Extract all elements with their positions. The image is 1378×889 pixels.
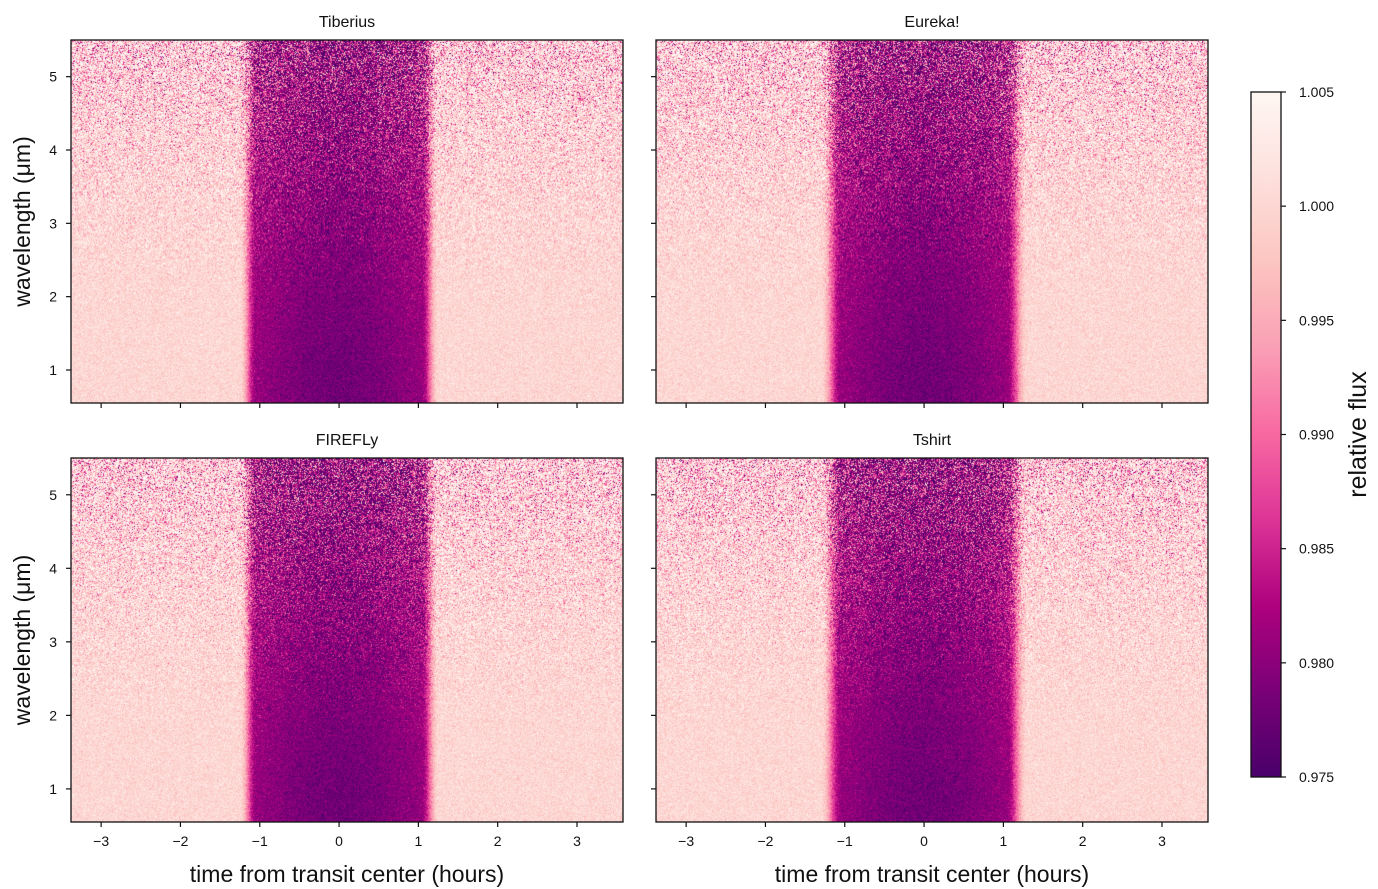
x-tick-label: 3: [1158, 833, 1166, 849]
panel-3: −3 −2 −1 0 1 2 3 Tshirt time from transit center…: [651, 432, 1209, 887]
x-tick-label: −1: [837, 833, 853, 849]
panel-1: Eureka!: [651, 14, 1209, 408]
colorbar-gradient: [1251, 92, 1281, 777]
colorbar-tick-label: 0.985: [1299, 541, 1334, 557]
panel-0: 1 2 3 4 5 Tiberius wavelength (μm): [9, 14, 624, 408]
x-tick-label: −1: [252, 833, 268, 849]
y-tick-label: 2: [49, 707, 57, 723]
colorbar-label: relative flux: [1344, 371, 1372, 498]
panel-2: −3 −2 −1 0 1 2 3 1 2 3 4 5 FIREFLy wavelength (μm) tim…: [9, 432, 624, 887]
colorbar-tick-label: 0.995: [1299, 312, 1334, 328]
y-axis-label: wavelength (μm): [9, 555, 35, 726]
colorbar-tick-label: 0.980: [1299, 655, 1334, 671]
colorbar-tick-label: 1.000: [1299, 198, 1334, 214]
x-tick-label: 2: [1079, 833, 1087, 849]
x-tick-label: −3: [93, 833, 109, 849]
colorbar-tick-label: 1.005: [1299, 84, 1334, 100]
colorbar-tick-label: 0.990: [1299, 427, 1334, 443]
y-tick-label: 3: [49, 215, 57, 231]
y-axis-label: wavelength (μm): [9, 136, 35, 307]
panel-title: Tiberius: [319, 14, 375, 31]
axes-frame: [655, 39, 1209, 404]
x-tick-label: 2: [494, 833, 502, 849]
axes-frame: [70, 39, 624, 404]
x-tick-label: 3: [573, 833, 581, 849]
x-tick-label: −3: [678, 833, 694, 849]
y-tick-label: 1: [49, 781, 57, 797]
x-tick-label: −2: [757, 833, 773, 849]
panel-title: FIREFLy: [316, 432, 379, 449]
y-tick-label: 2: [49, 289, 57, 305]
x-tick-label: 1: [999, 833, 1007, 849]
heatmap-image: [656, 458, 1208, 822]
panel-title: Eureka!: [904, 14, 959, 31]
y-tick-label: 1: [49, 362, 57, 378]
panel-title: Tshirt: [913, 432, 952, 449]
x-axis-label: time from transit center (hours): [190, 861, 504, 887]
heatmap-image: [71, 40, 623, 403]
y-tick-label: 5: [49, 487, 57, 503]
axes-frame: [70, 457, 624, 823]
x-tick-label: 1: [414, 833, 422, 849]
heatmap-image: [71, 458, 623, 822]
y-tick-label: 5: [49, 69, 57, 85]
y-tick-label: 4: [49, 142, 57, 158]
axes-frame: [655, 457, 1209, 823]
x-tick-label: 0: [335, 833, 343, 849]
heatmap-image: [656, 40, 1208, 403]
x-tick-label: −2: [172, 833, 188, 849]
y-tick-label: 4: [49, 560, 57, 576]
colorbar-tick-label: 0.975: [1299, 769, 1334, 785]
x-tick-label: 0: [920, 833, 928, 849]
x-axis-label: time from transit center (hours): [775, 861, 1089, 887]
y-tick-label: 3: [49, 634, 57, 650]
